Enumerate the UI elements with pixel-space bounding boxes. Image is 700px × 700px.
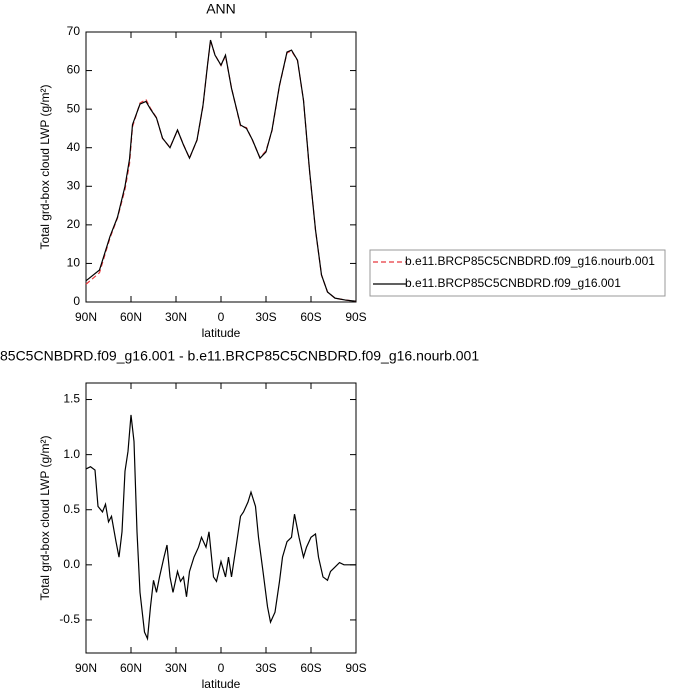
x-tick-label: 90S	[345, 310, 366, 324]
data-line	[85, 39, 357, 302]
x-tick-label: 0	[218, 310, 225, 324]
x-tick-label: 30S	[255, 661, 276, 675]
x-axis-label: latitude	[202, 326, 241, 340]
y-tick-label: 0.0	[63, 557, 80, 571]
y-axis-label: Total grd-box cloud LWP (g/m²)	[38, 436, 52, 601]
x-axis-label: latitude	[202, 677, 241, 691]
plot-frame	[85, 31, 357, 303]
x-tick-label: 30N	[165, 310, 187, 324]
y-axis-label: Total grd-box cloud LWP (g/m²)	[38, 85, 52, 250]
x-tick-label: 90N	[75, 661, 97, 675]
legend-box	[369, 249, 666, 297]
y-tick-label: 50	[67, 101, 81, 115]
x-tick-label: 60S	[300, 310, 321, 324]
data-line	[85, 40, 357, 302]
y-tick-label: 0	[73, 294, 80, 308]
y-tick-label: 10	[67, 256, 81, 270]
y-tick-label: 1.5	[63, 392, 80, 406]
x-tick-label: 60S	[300, 661, 321, 675]
y-tick-label: 0.5	[63, 502, 80, 516]
x-tick-label: 60N	[120, 310, 142, 324]
y-tick-label: -0.5	[59, 612, 80, 626]
x-tick-label: 30S	[255, 310, 276, 324]
chart-title: 85C5CNBDRD.f09_g16.001 - b.e11.BRCP85C5C…	[0, 348, 479, 364]
y-tick-label: 40	[67, 140, 81, 154]
x-tick-label: 90N	[75, 310, 97, 324]
chart-title: ANN	[206, 1, 236, 17]
y-tick-label: 20	[67, 217, 81, 231]
plot-frame	[85, 382, 357, 654]
legend-label: b.e11.BRCP85C5CNBDRD.f09_g16.nourb.001	[405, 254, 655, 268]
x-tick-label: 30N	[165, 661, 187, 675]
y-tick-label: 60	[67, 63, 81, 77]
x-tick-label: 60N	[120, 661, 142, 675]
data-line	[85, 414, 356, 641]
legend-label: b.e11.BRCP85C5CNBDRD.f09_g16.001	[405, 276, 621, 290]
y-tick-label: 30	[67, 178, 81, 192]
y-tick-label: 70	[67, 24, 81, 38]
x-tick-label: 0	[218, 661, 225, 675]
x-tick-label: 90S	[345, 661, 366, 675]
y-tick-label: 1.0	[63, 447, 80, 461]
